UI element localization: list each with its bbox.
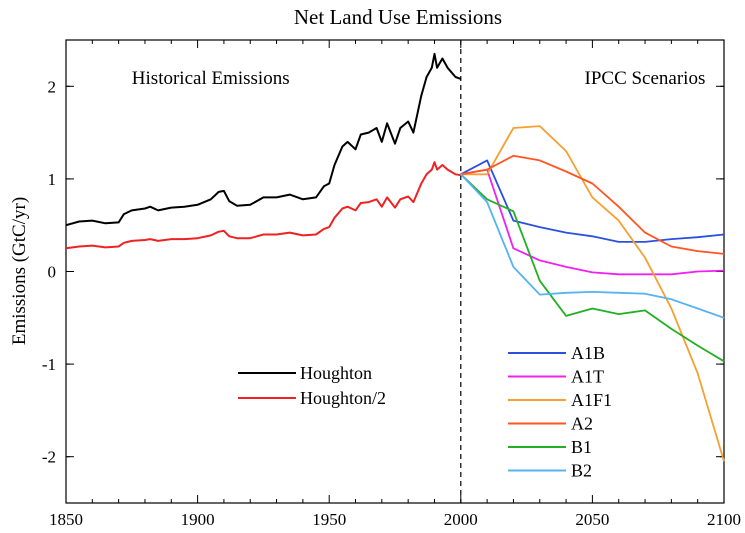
x-tick-label: 1950 (312, 510, 346, 529)
x-tick-label: 1900 (181, 510, 215, 529)
series-line-a2 (460, 154, 725, 255)
y-tick-label: 1 (48, 170, 57, 189)
legend-label: A1B (571, 343, 605, 363)
legend-label: A2 (571, 414, 593, 434)
series-line-a1b (460, 159, 725, 243)
x-tick-label: 2050 (575, 510, 609, 529)
series-line-b2 (460, 173, 725, 319)
legend-label: A1F1 (571, 390, 612, 410)
x-tick-label: 2000 (444, 510, 478, 529)
chart-title: Net Land Use Emissions (294, 5, 502, 29)
plot-frame (65, 39, 725, 504)
annotations: Historical Emissions IPCC Scenarios (132, 68, 706, 89)
series-line-houghton (65, 52, 462, 227)
series-lines (65, 52, 725, 462)
plot-border (65, 39, 725, 504)
y-axis-label: Emissions (GtC/yr) (9, 197, 30, 345)
y-tick-label: -2 (42, 448, 56, 467)
legend-label: Houghton (300, 363, 372, 383)
series-line-b1 (460, 173, 725, 363)
y-tick-label: 2 (48, 77, 57, 96)
x-tick-label: 2100 (707, 510, 741, 529)
axis-ticks: 1850 1900 1950 2000 2050 2100 -2 -1 0 1 2 (42, 40, 741, 529)
legend-label: B2 (571, 461, 592, 481)
y-tick-label: 0 (48, 263, 57, 282)
series-line-a1f1 (460, 125, 725, 462)
legend-label: A1T (571, 367, 604, 387)
legend: Houghton Houghton/2 A1B A1T A1F1 A2 B1 B2 (238, 343, 612, 481)
series-line-a1t (460, 168, 725, 276)
annotation-historical: Historical Emissions (132, 68, 290, 89)
legend-label: B1 (571, 437, 592, 457)
y-tick-label: -1 (42, 355, 56, 374)
annotation-scenarios: IPCC Scenarios (585, 68, 706, 89)
x-tick-label: 1850 (49, 510, 83, 529)
legend-label: Houghton/2 (300, 388, 386, 408)
series-line-houghton-2 (65, 161, 461, 250)
